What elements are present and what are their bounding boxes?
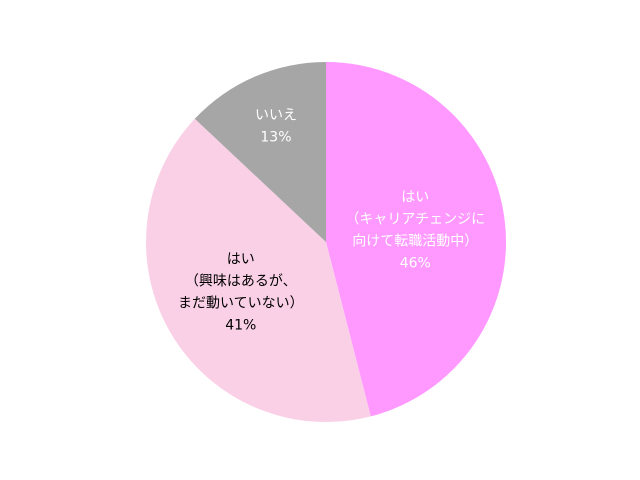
slice-label: はい xyxy=(401,190,429,206)
slice-label: （キャリアチェンジに xyxy=(345,212,485,228)
slice-label: いいえ xyxy=(255,107,297,123)
value-label: 13% xyxy=(260,129,291,145)
slice-label: はい xyxy=(227,251,255,267)
pie-slice xyxy=(194,62,326,242)
slice-label: （興味はあるが、 xyxy=(185,273,297,289)
slice-label: 向けて転職活動中） xyxy=(352,234,478,250)
pie-slice xyxy=(326,62,506,417)
value-label: 41% xyxy=(225,317,256,333)
pie-slice xyxy=(145,118,371,422)
value-label: 46% xyxy=(400,256,431,272)
slice-label: まだ動いていない） xyxy=(178,295,304,311)
